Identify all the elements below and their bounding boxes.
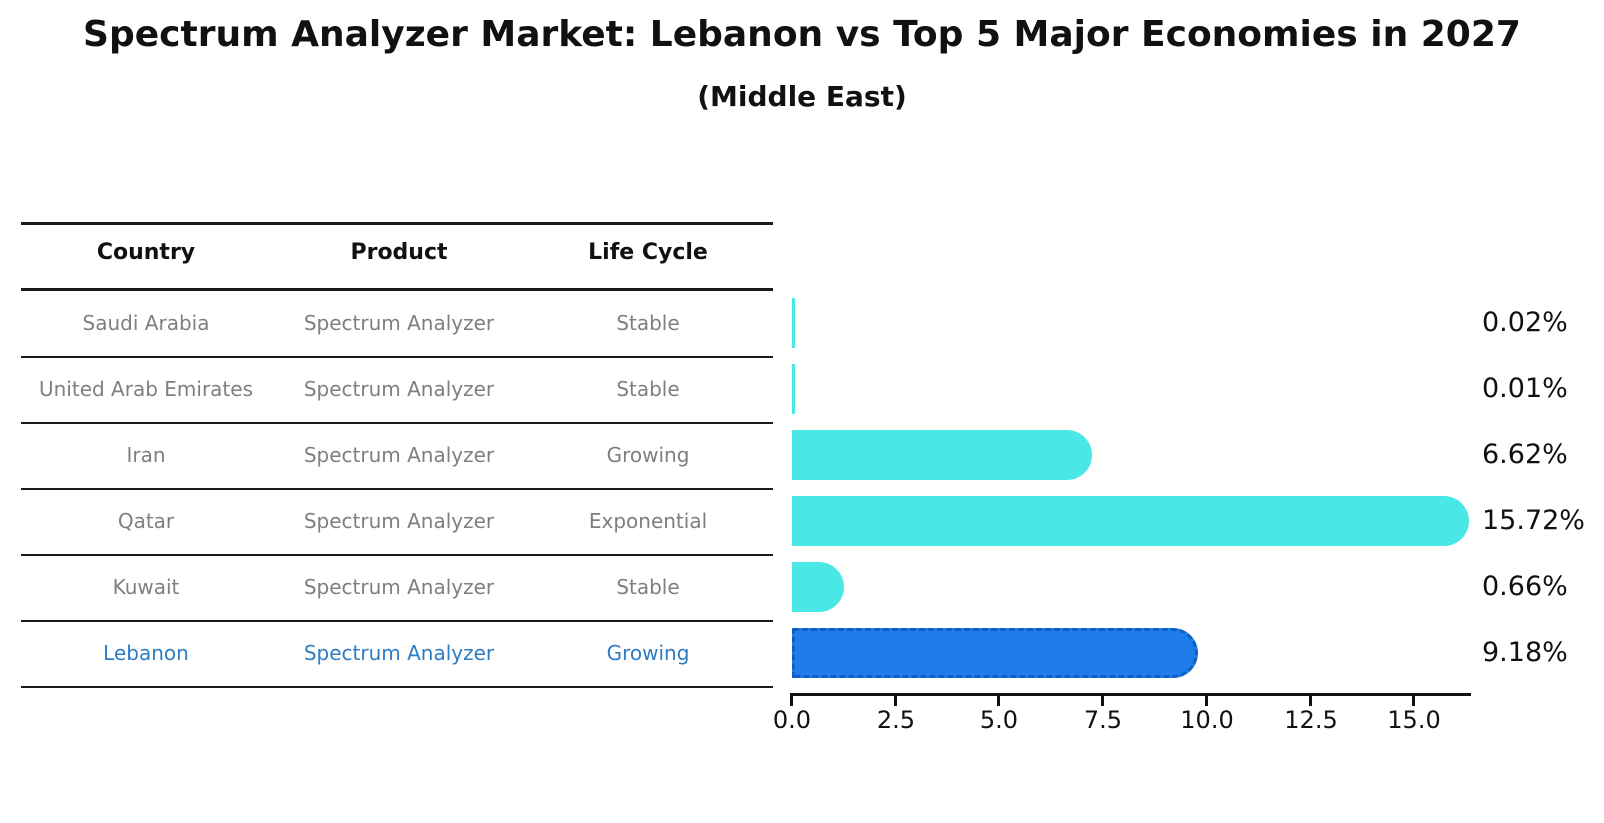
row-divider [21,356,773,358]
bar-saudi-arabia [792,298,795,348]
x-axis-tick [1309,695,1312,706]
x-axis-line [790,693,1471,696]
cell-country: Iran [126,443,166,467]
cell-product: Spectrum Analyzer [303,377,495,401]
table-header-rule [21,288,773,291]
cell-product: Spectrum Analyzer [303,443,495,467]
x-axis-tick [1205,695,1208,706]
bar-qatar [792,496,1469,546]
row-divider [21,422,773,424]
x-axis-tick [1101,695,1104,706]
column-header-life-cycle: Life Cycle [588,240,708,265]
page-title: Spectrum Analyzer Market: Lebanon vs Top… [83,14,1521,55]
x-axis-tick [1412,695,1415,706]
x-axis-tick [997,695,1000,706]
cell-country: Saudi Arabia [82,311,210,335]
cell-product: Spectrum Analyzer [303,509,495,533]
bar-united-arab-emirates [792,364,795,414]
bar-value-label: 0.02% [1482,307,1568,338]
bar-lebanon-highlighted [792,628,1198,678]
table-top-rule [21,222,773,225]
cell-product: Spectrum Analyzer [303,575,495,599]
x-tick-label: 15.0 [1387,706,1441,734]
cell-life-cycle: Stable [616,575,680,599]
x-tick-label: 5.0 [979,706,1019,734]
table-row-kuwait: Kuwait Spectrum Analyzer Stable 0.66% [0,559,1604,615]
row-divider [21,620,773,622]
cell-country: Lebanon [103,641,189,665]
x-axis-tick [790,695,793,706]
x-tick-label: 10.0 [1180,706,1234,734]
column-header-country: Country [96,240,196,265]
cell-product: Spectrum Analyzer [303,641,495,665]
cell-product: Spectrum Analyzer [303,311,495,335]
cell-country: Qatar [117,509,175,533]
table-row-united-arab-emirates: United Arab Emirates Spectrum Analyzer S… [0,361,1604,417]
table-row-qatar: Qatar Spectrum Analyzer Exponential 15.7… [0,493,1604,549]
bar-iran [792,430,1092,480]
cell-country: United Arab Emirates [38,377,253,401]
x-tick-label: 0.0 [772,706,812,734]
table-row-saudi-arabia: Saudi Arabia Spectrum Analyzer Stable 0.… [0,295,1604,351]
bar-value-label: 0.01% [1482,373,1568,404]
cell-life-cycle: Stable [616,311,680,335]
table-row-lebanon: Lebanon Spectrum Analyzer Growing 9.18% [0,625,1604,681]
row-divider [21,554,773,556]
table-header: Country Product Life Cycle [0,240,1604,268]
cell-life-cycle: Growing [606,641,690,665]
x-tick-label: 7.5 [1083,706,1123,734]
x-tick-label: 2.5 [876,706,916,734]
cell-life-cycle: Growing [606,443,690,467]
row-divider [21,488,773,490]
bar-value-label: 0.66% [1482,571,1568,602]
cell-life-cycle: Stable [616,377,680,401]
cell-life-cycle: Exponential [588,509,708,533]
bar-value-label: 6.62% [1482,439,1568,470]
bar-kuwait [792,562,844,612]
table-row-iran: Iran Spectrum Analyzer Growing 6.62% [0,427,1604,483]
cell-country: Kuwait [112,575,180,599]
column-header-product: Product [350,240,448,265]
bar-value-label: 9.18% [1482,637,1568,668]
page-subtitle: (Middle East) [697,80,907,113]
table-bottom-rule [21,686,773,688]
bar-value-label: 15.72% [1482,505,1585,536]
x-axis-tick [894,695,897,706]
x-tick-label: 12.5 [1284,706,1338,734]
